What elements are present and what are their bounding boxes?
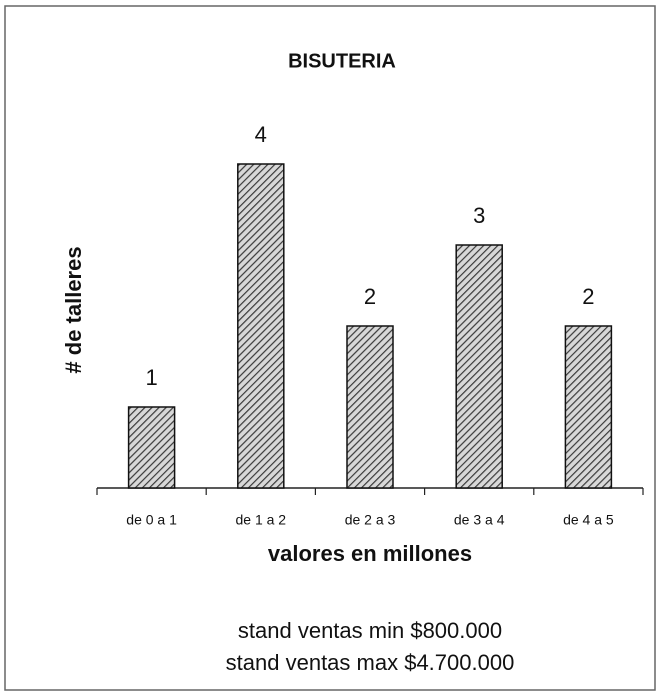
chart-title: BISUTERIA	[288, 50, 396, 72]
x-tick-label: de 2 a 3	[345, 512, 396, 528]
x-tick-label: de 4 a 5	[563, 512, 614, 528]
x-tick-label: de 0 a 1	[126, 512, 177, 528]
bar	[127, 406, 176, 489]
y-axis-label: # de talleres	[61, 246, 86, 373]
bar	[237, 163, 285, 489]
data-label: 4	[255, 122, 267, 147]
bar	[455, 244, 503, 489]
bar	[346, 325, 394, 489]
bar	[564, 325, 613, 489]
x-tick-label: de 1 a 2	[235, 512, 286, 528]
x-tick-label: de 3 a 4	[454, 512, 505, 528]
data-label: 3	[473, 203, 485, 228]
annotation: stand ventas min $800.000	[238, 618, 502, 643]
annotation: stand ventas max $4.700.000	[226, 650, 515, 675]
data-label: 2	[364, 284, 376, 309]
data-label: 2	[582, 284, 594, 309]
data-label: 1	[145, 365, 157, 390]
frame	[4, 5, 656, 691]
x-axis-label: valores en millones	[268, 541, 472, 566]
